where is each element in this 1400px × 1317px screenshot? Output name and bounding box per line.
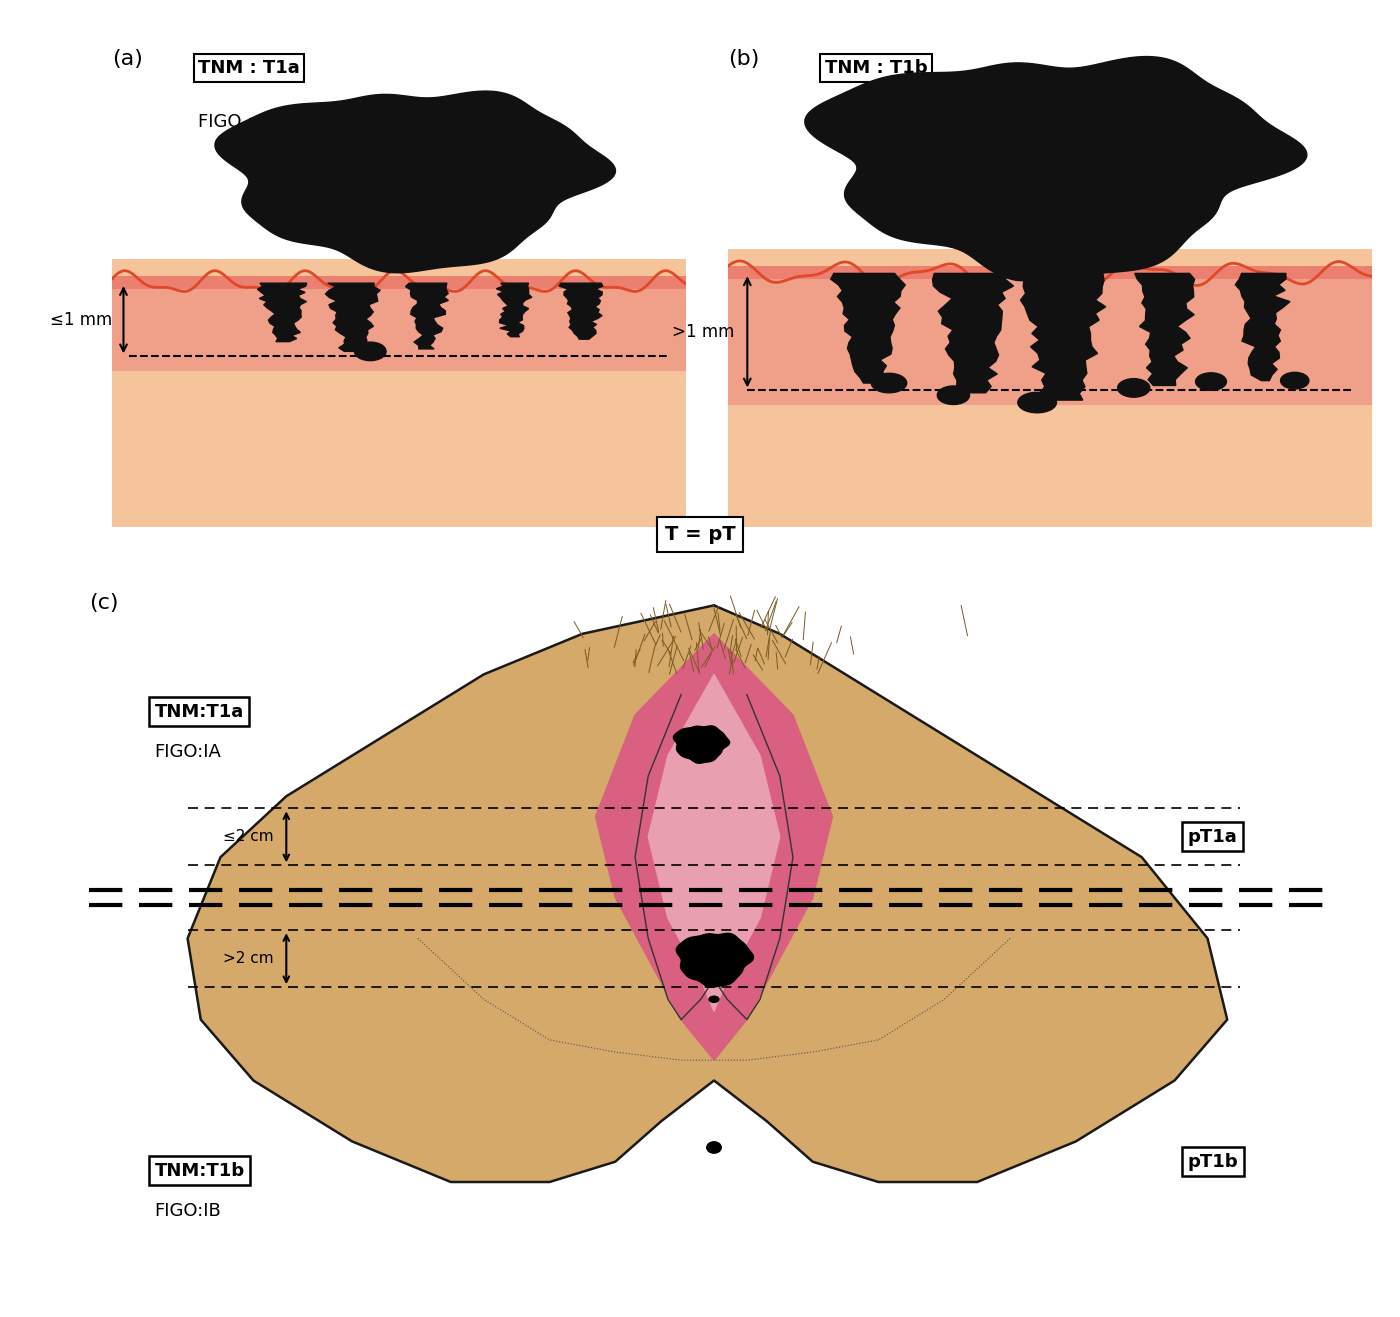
Ellipse shape <box>682 730 721 757</box>
Polygon shape <box>830 274 906 383</box>
Text: TNM : T1b: TNM : T1b <box>825 59 927 76</box>
Text: (c): (c) <box>90 593 119 614</box>
Text: pT1a: pT1a <box>1187 828 1238 846</box>
Polygon shape <box>1235 274 1289 381</box>
Text: ≤1 mm: ≤1 mm <box>50 311 112 329</box>
Text: pT1b: pT1b <box>1187 1152 1239 1171</box>
Ellipse shape <box>1117 379 1149 398</box>
Polygon shape <box>728 266 1372 279</box>
Text: FIGO : IA: FIGO : IA <box>199 112 277 130</box>
Text: FIGO:IA: FIGO:IA <box>154 743 221 761</box>
Ellipse shape <box>938 386 970 404</box>
Polygon shape <box>112 281 686 371</box>
Polygon shape <box>325 283 381 352</box>
Polygon shape <box>932 274 1014 392</box>
Polygon shape <box>112 258 686 527</box>
Polygon shape <box>728 271 1372 406</box>
Text: (b): (b) <box>728 49 759 70</box>
Text: >1 mm: >1 mm <box>672 323 735 341</box>
Text: ≤2 cm: ≤2 cm <box>223 830 273 844</box>
Ellipse shape <box>1196 373 1226 390</box>
Text: TNM:T1b: TNM:T1b <box>154 1162 245 1180</box>
Ellipse shape <box>1281 373 1309 389</box>
Polygon shape <box>559 283 603 340</box>
Polygon shape <box>676 934 753 988</box>
Text: (a): (a) <box>112 49 143 70</box>
Polygon shape <box>1134 274 1194 386</box>
Text: FIGO:IB: FIGO:IB <box>154 1202 221 1221</box>
Polygon shape <box>805 57 1306 281</box>
Ellipse shape <box>1018 392 1057 412</box>
Text: TNM:T1a: TNM:T1a <box>154 703 244 720</box>
Text: >2 cm: >2 cm <box>223 951 273 967</box>
Ellipse shape <box>871 373 907 392</box>
Ellipse shape <box>354 342 386 361</box>
Polygon shape <box>112 275 686 288</box>
Polygon shape <box>216 91 616 273</box>
Polygon shape <box>258 283 307 341</box>
Text: TNM : T1a: TNM : T1a <box>199 59 300 76</box>
Polygon shape <box>188 606 1228 1183</box>
Polygon shape <box>497 283 532 337</box>
Polygon shape <box>595 633 833 1060</box>
Polygon shape <box>1021 274 1106 400</box>
Text: T = pT: T = pT <box>665 525 735 544</box>
Ellipse shape <box>707 1142 721 1154</box>
Text: FIGO : IB: FIGO : IB <box>825 112 903 130</box>
Polygon shape <box>673 726 729 764</box>
Polygon shape <box>648 674 780 1011</box>
Ellipse shape <box>708 996 720 1002</box>
Polygon shape <box>728 249 1372 527</box>
Polygon shape <box>406 283 448 349</box>
